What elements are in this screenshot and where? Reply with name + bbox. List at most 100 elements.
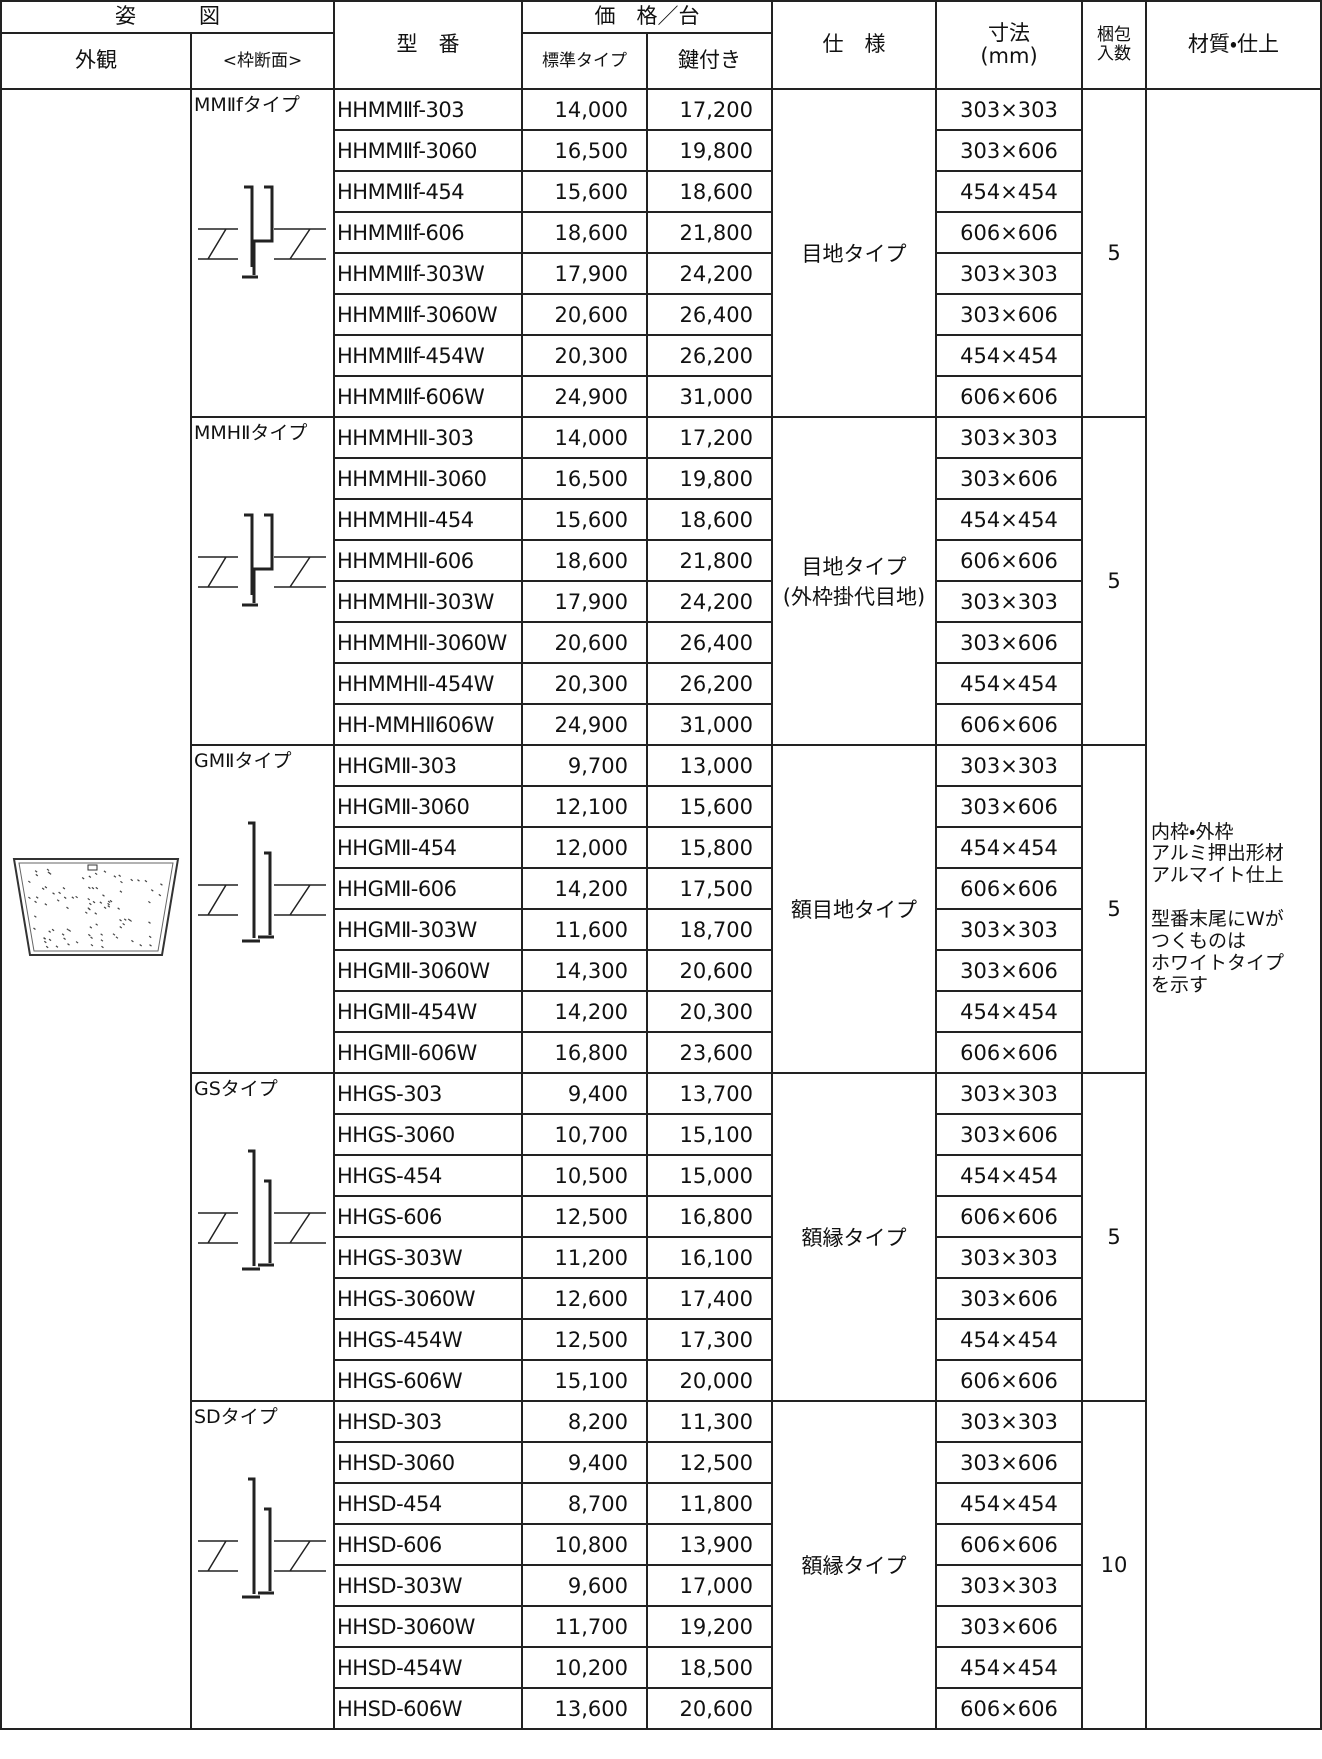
size-cell: 606×606 xyxy=(935,375,1083,418)
size-cell: 606×606 xyxy=(935,703,1083,746)
price-standard: 16,500 xyxy=(521,129,648,172)
size-cell: 303×606 xyxy=(935,129,1083,172)
size-cell: 454×454 xyxy=(935,990,1083,1033)
exterior-dot xyxy=(127,917,131,921)
exterior-dot xyxy=(63,896,67,899)
board-left xyxy=(197,884,238,916)
data-row: GSタイプ HHGS-303 9,400 13,700 額縁タイプ 303×303 5 xyxy=(1,1072,1321,1402)
section-drawing xyxy=(197,821,326,943)
price-standard: 12,500 xyxy=(521,1318,648,1361)
size-cell: 454×454 xyxy=(935,1482,1083,1525)
price-standard: 17,900 xyxy=(521,252,648,295)
size-cell: 303×303 xyxy=(935,416,1083,459)
board-left xyxy=(197,556,238,588)
section-cell: SDタイプ xyxy=(190,1400,335,1730)
data-row: HHMMHⅡ-454W 20,300 26,200 454×454 xyxy=(1,662,1321,705)
data-row: HHSD-303W 9,600 17,000 303×303 xyxy=(1,1564,1321,1607)
size-cell: 606×606 xyxy=(935,1359,1083,1402)
spec-cell: 目地タイプ xyxy=(771,88,937,418)
exterior-dot xyxy=(101,945,104,948)
exterior-dot xyxy=(66,927,70,931)
data-row: HHGMⅡ-3060W 14,300 20,600 303×606 xyxy=(1,949,1321,992)
data-row: HHGS-606W 15,100 20,000 606×606 xyxy=(1,1359,1321,1402)
data-row: HHSD-3060 9,400 12,500 303×606 xyxy=(1,1441,1321,1484)
exterior-dot xyxy=(107,900,111,903)
model-cell: HHSD-454 xyxy=(333,1482,523,1525)
model-cell: HHGS-3060 xyxy=(333,1113,523,1156)
data-row: HHGS-3060 10,700 15,100 303×606 xyxy=(1,1113,1321,1156)
data-row: HHGMⅡ-606 14,200 17,500 606×606 xyxy=(1,867,1321,910)
data-row: HHGMⅡ-303W 11,600 18,700 303×303 xyxy=(1,908,1321,951)
exterior-dot xyxy=(71,895,75,899)
data-row: HHSD-606 10,800 13,900 606×606 xyxy=(1,1523,1321,1566)
exterior-dot xyxy=(113,874,117,878)
data-row: HHSD-454W 10,200 18,500 454×454 xyxy=(1,1646,1321,1689)
type-label: MMⅡfタイプ xyxy=(194,94,300,116)
exterior-dot xyxy=(112,932,116,936)
exterior-dot xyxy=(45,945,49,948)
price-standard: 10,200 xyxy=(521,1646,648,1689)
exterior-dot xyxy=(119,889,123,893)
price-locked: 26,200 xyxy=(646,662,773,705)
pack-cell: 5 xyxy=(1081,416,1147,746)
exterior-dot xyxy=(149,943,152,947)
size-cell: 303×606 xyxy=(935,785,1083,828)
model-cell: HHSD-303 xyxy=(333,1400,523,1443)
price-locked: 21,800 xyxy=(646,211,773,254)
price-locked: 16,100 xyxy=(646,1236,773,1279)
model-cell: HH-MMHⅡ606W xyxy=(333,703,523,746)
model-cell: HHGMⅡ-3060W xyxy=(333,949,523,992)
data-row: HHGMⅡ-454W 14,200 20,300 454×454 xyxy=(1,990,1321,1033)
pack-cell: 5 xyxy=(1081,1072,1147,1402)
price-standard: 9,700 xyxy=(521,744,648,787)
model-cell: HHSD-454W xyxy=(333,1646,523,1689)
exterior-dot xyxy=(52,891,55,895)
model-cell: HHGMⅡ-606W xyxy=(333,1031,523,1074)
price-locked: 20,300 xyxy=(646,990,773,1033)
price-standard: 15,600 xyxy=(521,498,648,541)
model-cell: HHMMⅡf-3060 xyxy=(333,129,523,172)
model-cell: HHGS-454 xyxy=(333,1154,523,1197)
price-standard: 18,600 xyxy=(521,539,648,582)
board-right xyxy=(273,228,326,260)
price-locked: 26,400 xyxy=(646,621,773,664)
section-cell: GSタイプ xyxy=(190,1072,335,1402)
exterior-dot xyxy=(51,928,55,931)
section-cell: GMⅡタイプ xyxy=(190,744,335,1074)
header-cell: 価 格／台 xyxy=(521,0,773,34)
exterior-dot xyxy=(27,880,31,883)
price-locked: 17,200 xyxy=(646,416,773,459)
material-cell: 内枠・外枠 アルミ押出形材 アルマイト仕上 型番末尾にWが つくものは ホワイトタ… xyxy=(1145,88,1322,1730)
data-row: HHSD-454 8,700 11,800 454×454 xyxy=(1,1482,1321,1525)
type-label: GMⅡタイプ xyxy=(194,750,292,772)
exterior-dot xyxy=(139,943,143,947)
exterior-dot xyxy=(56,898,60,902)
frame-inner xyxy=(252,513,273,603)
price-locked: 26,200 xyxy=(646,334,773,377)
price-locked: 16,800 xyxy=(646,1195,773,1238)
section-drawing xyxy=(197,185,326,279)
price-standard: 10,500 xyxy=(521,1154,648,1197)
price-standard: 14,000 xyxy=(521,416,648,459)
price-locked: 17,400 xyxy=(646,1277,773,1320)
data-row: HHSD-3060W 11,700 19,200 303×606 xyxy=(1,1605,1321,1648)
board-left xyxy=(197,1540,238,1572)
model-cell: HHMMⅡf-3060W xyxy=(333,293,523,336)
size-cell: 303×606 xyxy=(935,293,1083,336)
size-cell: 303×303 xyxy=(935,252,1083,295)
exterior-dot xyxy=(66,906,69,909)
exterior-dot xyxy=(41,887,45,890)
exterior-dot xyxy=(87,933,91,936)
data-row: HHMMⅡf-606W 24,900 31,000 606×606 xyxy=(1,375,1321,418)
model-cell: HHSD-606W xyxy=(333,1687,523,1730)
price-standard: 8,700 xyxy=(521,1482,648,1525)
spec-cell: 額目地タイプ xyxy=(771,744,937,1074)
exterior-dot xyxy=(48,929,52,933)
frame-outer xyxy=(241,1477,260,1599)
price-locked: 31,000 xyxy=(646,703,773,746)
price-standard: 10,700 xyxy=(521,1113,648,1156)
section-cell: MMⅡfタイプ xyxy=(190,88,335,418)
frame-outer xyxy=(241,513,258,607)
price-locked: 18,600 xyxy=(646,170,773,213)
exterior-dot xyxy=(144,879,148,882)
